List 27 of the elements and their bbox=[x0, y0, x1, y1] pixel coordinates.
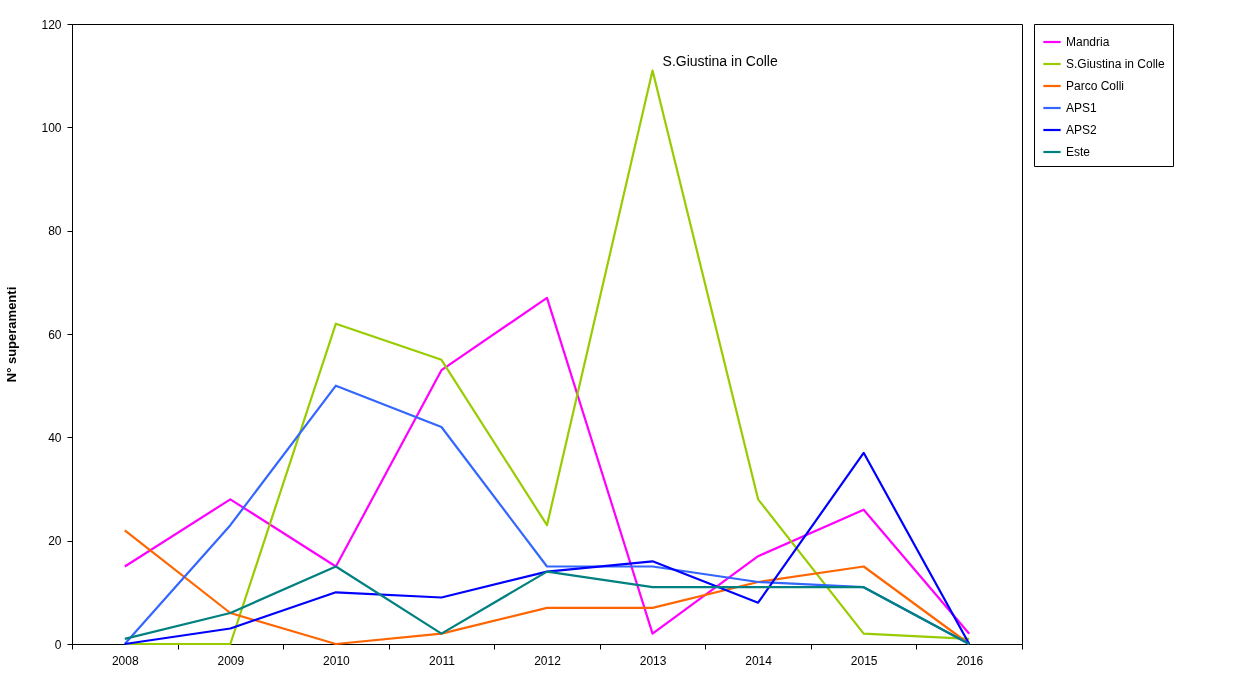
legend-label: Este bbox=[1066, 145, 1091, 159]
x-tick-label: 2009 bbox=[217, 653, 245, 668]
legend-label: S.Giustina in Colle bbox=[1066, 57, 1166, 71]
x-tick-label: 2012 bbox=[534, 653, 562, 668]
y-tick-label: 80 bbox=[48, 224, 62, 239]
legend-label: APS2 bbox=[1066, 123, 1098, 137]
y-tick-label: 20 bbox=[48, 534, 62, 549]
y-tick-label: 120 bbox=[41, 17, 62, 32]
x-tick-label: 2013 bbox=[639, 653, 667, 668]
x-tick-label: 2008 bbox=[111, 653, 139, 668]
line-series bbox=[123, 296, 971, 635]
x-tick-label: 2016 bbox=[956, 653, 984, 668]
line-series bbox=[123, 451, 971, 646]
line-series bbox=[123, 565, 971, 646]
y-tick-label: 60 bbox=[48, 327, 62, 342]
x-tick-label: 2015 bbox=[850, 653, 878, 668]
y-axis-title: N° superamenti bbox=[4, 286, 20, 383]
x-tick-label: 2014 bbox=[745, 653, 773, 668]
y-tick-label: 0 bbox=[54, 637, 62, 652]
x-tick-label: 2011 bbox=[429, 653, 456, 668]
y-tick-label: 40 bbox=[48, 430, 62, 445]
legend-label: APS1 bbox=[1066, 101, 1098, 115]
x-tick-label: 2010 bbox=[323, 653, 351, 668]
y-tick-label: 100 bbox=[41, 120, 62, 135]
annotation: S.Giustina in Colle bbox=[662, 52, 778, 69]
legend-label: Mandria bbox=[1066, 35, 1110, 49]
legend-label: Parco Colli bbox=[1066, 79, 1125, 93]
